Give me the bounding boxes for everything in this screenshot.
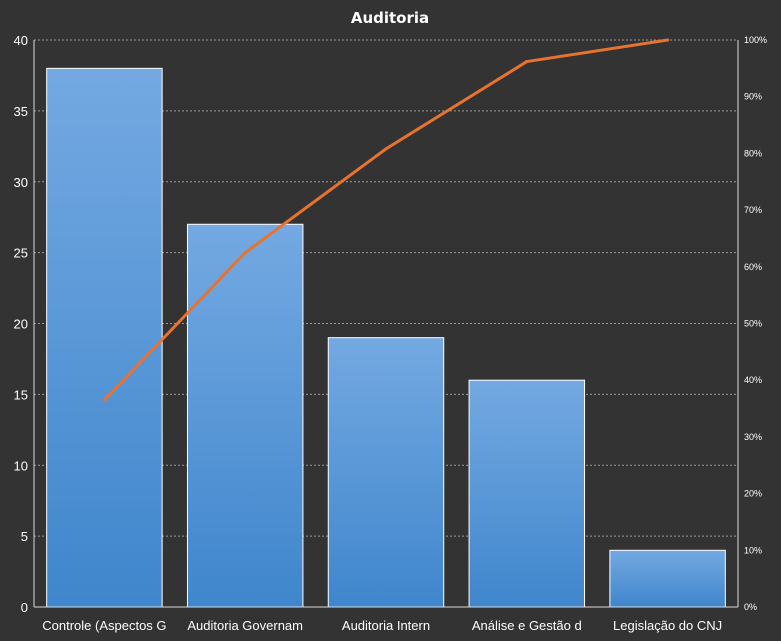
y2-tick-label: 90% bbox=[744, 92, 762, 102]
y2-tick-label: 50% bbox=[744, 319, 762, 329]
cumulative-point bbox=[243, 251, 247, 255]
x-tick-label: Controle (Aspectos G bbox=[42, 618, 166, 633]
cumulative-point bbox=[102, 398, 106, 402]
bar bbox=[609, 549, 726, 608]
cumulative-point bbox=[384, 147, 388, 151]
y2-tick-label: 0% bbox=[744, 602, 757, 612]
y-tick-label: 40 bbox=[14, 33, 28, 48]
cumulative-line-layer bbox=[102, 38, 670, 402]
x-tick-labels: Controle (Aspectos G Auditoria Governam Au… bbox=[42, 618, 722, 633]
axes bbox=[33, 40, 739, 608]
y2-tick-label: 20% bbox=[744, 489, 762, 499]
y2-tick-label: 100% bbox=[744, 35, 767, 45]
y-tick-label: 15 bbox=[14, 387, 28, 402]
x-tick-label: Análise e Gestão d bbox=[472, 618, 582, 633]
y2-tick-label: 60% bbox=[744, 262, 762, 272]
y-tick-labels: 0 5 10 15 20 25 30 35 40 bbox=[14, 33, 28, 615]
x-tick-label: Auditoria Intern bbox=[342, 618, 430, 633]
y2-tick-label: 30% bbox=[744, 432, 762, 442]
y2-tick-label: 70% bbox=[744, 205, 762, 215]
bar bbox=[186, 223, 304, 608]
x-tick-label: Legislação do CNJ bbox=[613, 618, 722, 633]
y-tick-label: 30 bbox=[14, 175, 28, 190]
cumulative-point bbox=[666, 38, 670, 42]
bar bbox=[46, 67, 163, 608]
chart-title: Auditoria bbox=[351, 9, 429, 27]
y-tick-label: 0 bbox=[21, 600, 28, 615]
y2-tick-label: 40% bbox=[744, 375, 762, 385]
y2-tick-label: 10% bbox=[744, 545, 762, 555]
x-tick-label: Auditoria Governam bbox=[187, 618, 303, 633]
y-tick-label: 20 bbox=[14, 317, 28, 332]
y-tick-label: 10 bbox=[14, 458, 28, 473]
y-tick-label: 35 bbox=[14, 104, 28, 119]
bar bbox=[327, 337, 445, 608]
y-tick-label: 5 bbox=[21, 529, 28, 544]
y2-tick-labels: 0% 10% 20% 30% 40% 50% 60% 70% 80% 90% 100% bbox=[744, 35, 767, 612]
bar bbox=[468, 379, 586, 608]
y2-tick-label: 80% bbox=[744, 148, 762, 158]
cumulative-point bbox=[525, 60, 529, 64]
y-tick-label: 25 bbox=[14, 246, 28, 261]
